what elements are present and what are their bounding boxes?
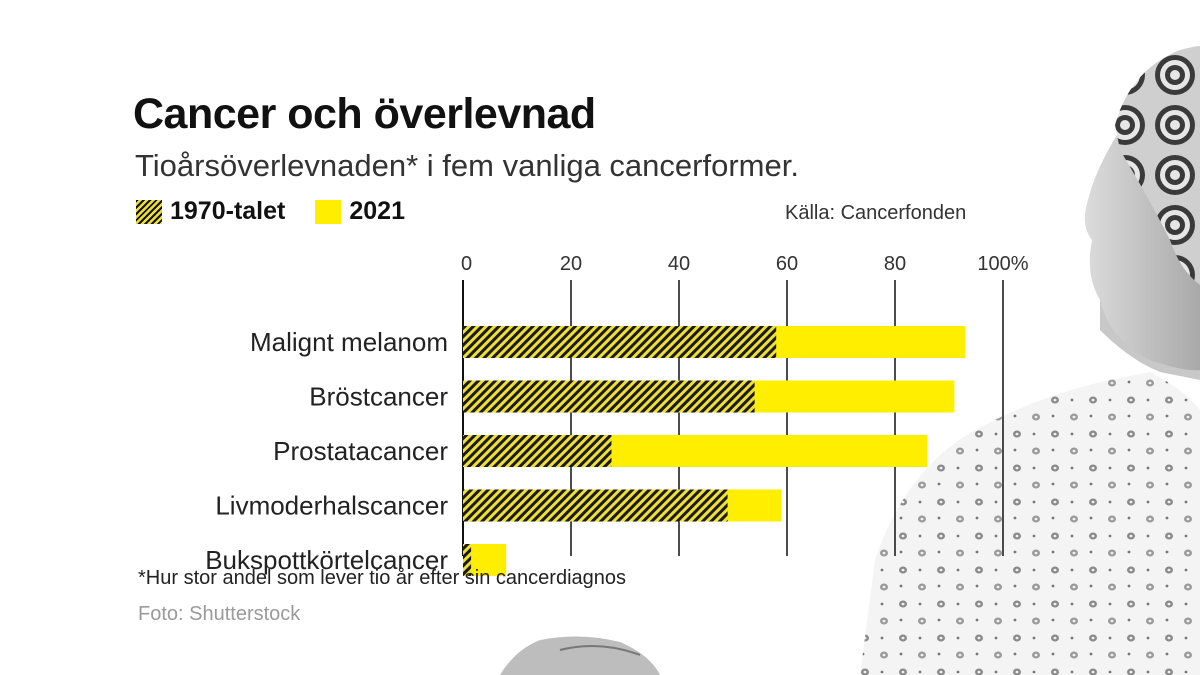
labels-layer: 0 20 40 60 80 100% Malignt melanom Bröstcancer P…: [205, 253, 1029, 575]
bar-1970-3: [463, 489, 728, 522]
bars-layer: [463, 326, 966, 576]
category-label-1: Bröstcancer: [309, 382, 448, 412]
footnote: *Hur stor andel som lever tio år efter s…: [138, 567, 627, 589]
legend-item-1970: 1970-talet: [136, 197, 285, 226]
bar-1970-4: [463, 544, 472, 576]
bar-1970-1: [463, 380, 755, 413]
x-tick-label-40: 40: [668, 253, 690, 275]
photo-credit: Foto: Shutterstock: [138, 603, 301, 625]
legend-swatch-hatched: [136, 199, 162, 224]
category-label-0: Malignt melanom: [250, 327, 448, 357]
chart-title: Cancer och överlevnad: [133, 90, 596, 138]
x-tick-label-60: 60: [776, 253, 798, 275]
x-tick-label-100: 100%: [977, 253, 1028, 275]
x-tick-label-20: 20: [560, 253, 582, 275]
legend-swatch-solid: [315, 199, 342, 224]
category-label-2: Prostatacancer: [273, 436, 448, 466]
category-label-3: Livmoderhalscancer: [215, 491, 448, 521]
chart-subtitle: Tioårsöverlevnaden* i fem vanliga cancer…: [135, 148, 799, 183]
bar-1970-0: [463, 326, 777, 358]
legend: 1970-talet 2021: [136, 197, 435, 226]
x-tick-label-0: 0: [461, 253, 472, 275]
source-label: Källa: Cancerfonden: [785, 202, 967, 224]
legend-item-2021: 2021: [315, 197, 405, 226]
legend-label-1970: 1970-talet: [170, 197, 286, 225]
category-label-4: Bukspottkörtelcancer: [205, 545, 448, 575]
legend-label-2021: 2021: [349, 197, 405, 225]
x-tick-label-80: 80: [884, 253, 906, 275]
bar-1970-2: [463, 435, 612, 467]
